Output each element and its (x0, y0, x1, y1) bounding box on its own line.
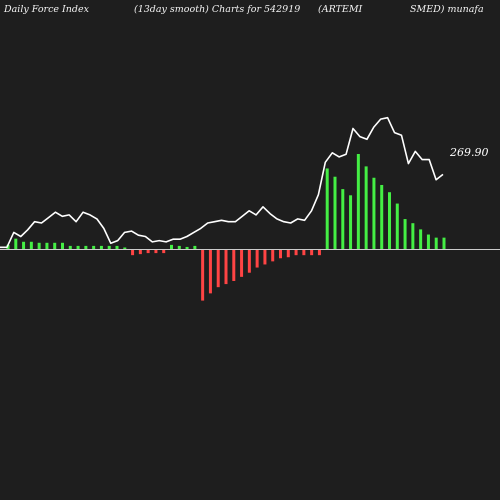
force-index-bar (372, 177, 376, 249)
force-index-bar (247, 250, 251, 273)
force-index-bar (325, 168, 329, 249)
force-index-bar (434, 237, 438, 249)
force-index-bar (442, 237, 446, 249)
force-index-bars (6, 154, 446, 301)
force-index-bar (240, 250, 244, 277)
force-index-bar (138, 250, 142, 255)
force-index-bar (107, 245, 111, 249)
force-index-bar (294, 250, 298, 256)
force-index-bar (162, 250, 166, 254)
force-index-bar (263, 250, 267, 265)
header-symbol-part2: SMED) munafa (410, 4, 484, 15)
force-index-bar (333, 176, 337, 249)
force-index-bar (403, 219, 407, 249)
force-index-bar (216, 250, 220, 288)
force-index-bar (177, 245, 181, 249)
force-index-bar (123, 247, 127, 249)
force-index-bar (92, 245, 96, 249)
force-index-bar (255, 250, 259, 268)
force-index-bar (201, 250, 205, 301)
force-index-bar (208, 250, 212, 294)
price-line (0, 116, 444, 249)
force-index-bar (349, 195, 353, 249)
force-index-bar (341, 189, 345, 249)
force-index-bar (286, 250, 290, 258)
header-title: Daily Force Index (3, 4, 90, 15)
header-subtitle: (13day smooth) Charts for 542919 (134, 4, 300, 15)
force-index-bar (22, 241, 26, 249)
force-index-bar (37, 242, 41, 249)
force-index-bar (84, 245, 88, 249)
force-index-bar (395, 203, 399, 249)
force-index-bar (170, 244, 173, 249)
force-index-bar (310, 250, 314, 256)
force-index-bar (411, 223, 415, 249)
force-index-bar (419, 229, 423, 249)
force-index-bar (61, 242, 64, 249)
force-index-bar (99, 245, 103, 249)
force-index-bar (388, 192, 391, 249)
force-index-bar (224, 250, 228, 285)
force-index-bar (302, 250, 306, 256)
force-index-bar (193, 245, 197, 249)
force-index-bar (68, 245, 72, 249)
force-index-bar (232, 250, 236, 281)
force-index-bar (356, 154, 360, 249)
force-index-bar (29, 241, 33, 249)
force-index-bar (317, 250, 321, 256)
force-index-bar (279, 250, 282, 259)
force-index-bar (380, 184, 384, 249)
force-index-bar (426, 234, 430, 249)
force-index-bar (115, 245, 119, 249)
force-index-bar (185, 246, 189, 249)
header-symbol-part1: (ARTEMI (318, 4, 363, 15)
force-index-bar (14, 238, 18, 249)
price-label: 269.90 (449, 146, 489, 159)
force-index-bar (271, 250, 275, 262)
force-index-bar (146, 250, 150, 254)
force-index-bar (131, 250, 135, 256)
force-index-bar (364, 166, 368, 249)
force-index-bar (154, 250, 158, 254)
force-index-bar (45, 242, 49, 249)
force-index-bar (53, 242, 57, 249)
force-index-bar (76, 245, 80, 249)
force-index-bar (6, 244, 10, 249)
